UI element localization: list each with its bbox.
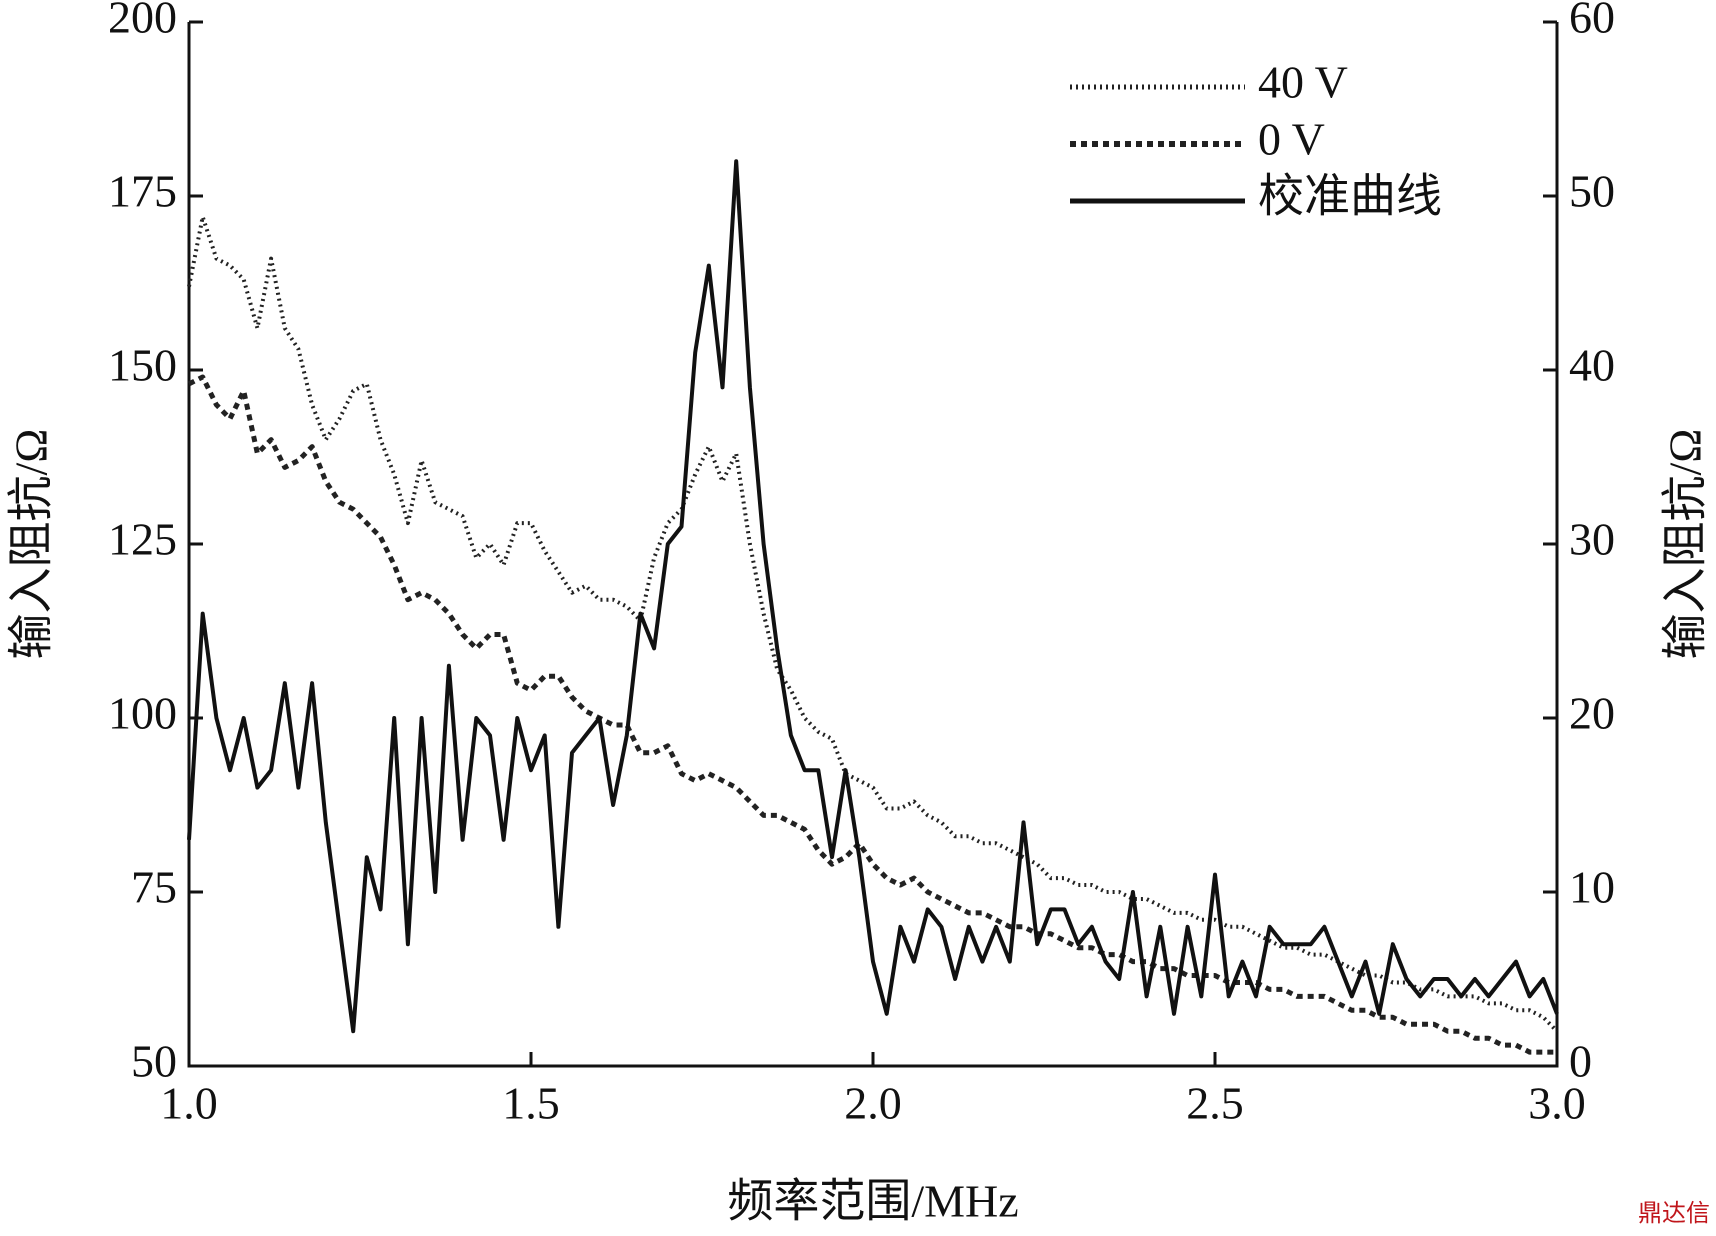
y2-tick-label: 60: [1569, 0, 1615, 43]
y-tick-label: 100: [108, 688, 177, 739]
x-tick-label: 2.5: [1186, 1078, 1244, 1129]
series-line: [187, 214, 1559, 1033]
legend-label: 40 V: [1258, 57, 1348, 108]
watermark: 鼎达信: [1638, 1199, 1710, 1227]
y2-tick-label: 20: [1569, 688, 1615, 739]
y-tick-label: 75: [131, 862, 177, 913]
y-tick-label: 150: [108, 340, 177, 391]
series-line: [187, 374, 1557, 1055]
y-tick-label: 125: [108, 514, 177, 565]
y-tick-label: 50: [131, 1036, 177, 1087]
x-tick-label: 1.0: [160, 1078, 218, 1129]
x-tick-label: 2.0: [844, 1078, 902, 1129]
y2-tick-label: 40: [1569, 340, 1615, 391]
x-tick-label: 3.0: [1528, 1078, 1586, 1129]
y2-tick-label: 0: [1569, 1036, 1592, 1087]
legend-label: 校准曲线: [1258, 171, 1442, 222]
y2-axis-label: 输入阻抗/Ω: [1660, 429, 1711, 660]
y2-tick-label: 30: [1569, 514, 1615, 565]
x-tick-label: 1.5: [502, 1078, 560, 1129]
y-axis-label: 输入阻抗/Ω: [6, 429, 57, 660]
legend-label: 0 V: [1258, 114, 1325, 165]
y-tick-label: 175: [108, 166, 177, 217]
y2-tick-label: 10: [1569, 862, 1615, 913]
y-tick-label: 200: [108, 0, 177, 43]
series-line: [187, 159, 1559, 1034]
y2-tick-label: 50: [1569, 166, 1615, 217]
x-axis-label: 频率范围/MHz: [727, 1176, 1018, 1227]
